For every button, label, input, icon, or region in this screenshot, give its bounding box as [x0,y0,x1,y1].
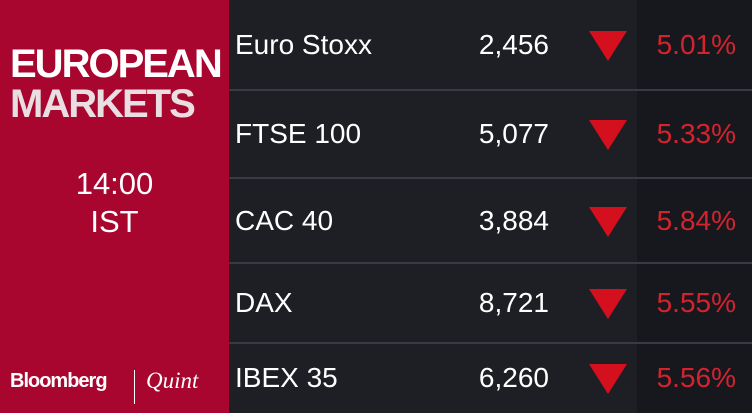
change-column [637,0,752,413]
brand-divider [134,370,135,404]
index-value: 2,456 [478,29,549,60]
down-arrow [589,31,627,61]
table-row: DAX 8,721 5.55% [229,263,752,343]
down-arrow-shape [589,289,627,319]
index-name: Euro Stoxx [235,29,372,60]
down-arrow-shape [589,31,627,61]
row-separator [229,89,752,91]
title-line: MARKETS [10,82,196,126]
index-value: 8,721 [478,287,549,318]
table-row: IBEX 35 6,260 5.56% [229,343,752,413]
down-arrow-shape [589,120,627,150]
down-arrow-shape [589,206,627,237]
index-name: DAX [235,287,293,318]
index-name: CAC 40 [235,204,334,236]
index-value: 3,884 [478,204,549,236]
row-separator [229,342,752,344]
down-arrow [589,206,627,237]
index-name: IBEX 35 [235,362,338,393]
table-row: Euro Stoxx 2,456 5.01% [229,0,752,90]
brand-partner: Quint [146,368,199,393]
down-arrow [589,364,627,394]
index-change: 5.84% [656,204,736,236]
left-panel: EUROPEAN MARKETS 14:00 IST Bloomberg Qui… [0,0,229,413]
time: 14:00 [75,166,154,201]
down-arrow-shape [589,364,627,394]
index-change: 5.01% [656,29,736,60]
table-row: FTSE 100 5,077 5.33% [229,90,752,178]
index-change: 5.55% [656,287,736,318]
index-name: FTSE 100 [235,118,362,149]
row-separator [229,262,752,264]
timezone: IST [90,204,139,239]
brand-name: Bloomberg [10,370,108,392]
index-change: 5.33% [656,118,736,149]
index-value: 6,260 [478,362,549,393]
down-arrow [589,120,627,150]
title-line: EUROPEAN [10,42,223,86]
index-value: 5,077 [478,118,549,149]
row-separator [229,177,752,179]
table-row: CAC 40 3,884 5.84% [229,178,752,263]
index-change: 5.56% [656,362,736,393]
down-arrow [589,289,627,319]
